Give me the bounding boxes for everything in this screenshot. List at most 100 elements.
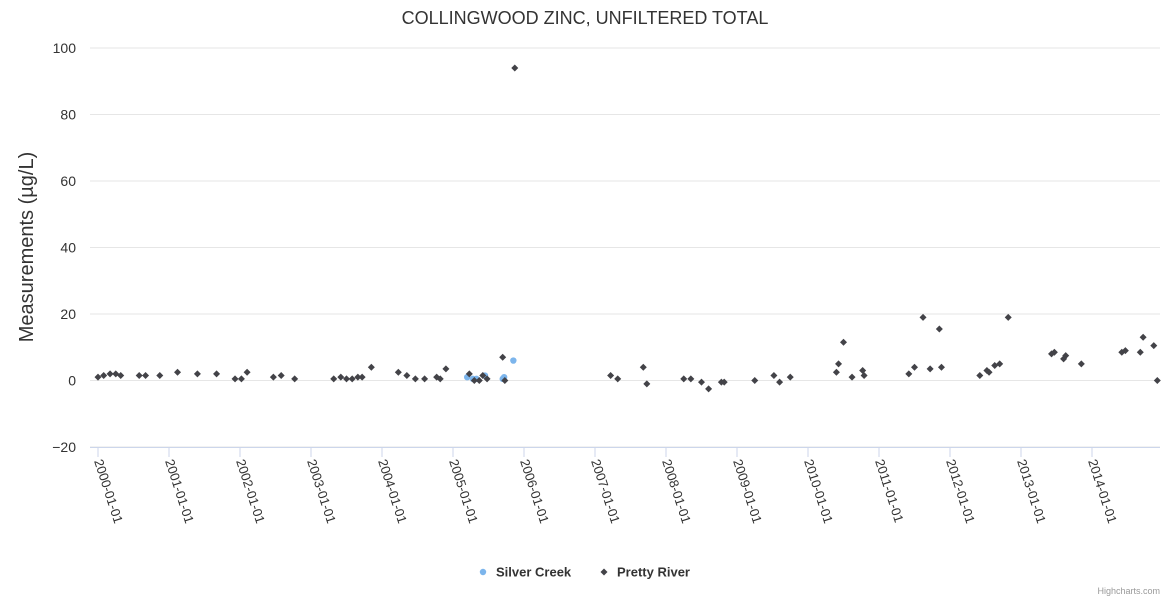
data-point[interactable] bbox=[510, 357, 517, 364]
x-tick-label: 2008-01-01 bbox=[659, 457, 694, 525]
data-point[interactable] bbox=[135, 372, 143, 380]
data-point[interactable] bbox=[680, 375, 688, 383]
y-tick-label: 80 bbox=[60, 107, 76, 123]
data-point[interactable] bbox=[174, 368, 182, 376]
x-tick-label: 2002-01-01 bbox=[233, 457, 268, 525]
data-point[interactable] bbox=[213, 370, 221, 378]
data-point[interactable] bbox=[501, 377, 509, 384]
data-point[interactable] bbox=[277, 372, 285, 380]
data-point[interactable] bbox=[614, 375, 622, 383]
data-point[interactable] bbox=[465, 370, 473, 378]
data-point[interactable] bbox=[860, 372, 868, 380]
data-point[interactable] bbox=[751, 377, 759, 384]
y-tick-label: 100 bbox=[53, 40, 77, 56]
data-point[interactable] bbox=[421, 375, 429, 383]
y-axis: 100 80 60 40 20 0 −20 bbox=[52, 40, 76, 455]
x-tick-label: 2001-01-01 bbox=[162, 457, 197, 525]
data-point[interactable] bbox=[337, 373, 345, 381]
data-point[interactable] bbox=[411, 375, 419, 383]
data-point[interactable] bbox=[919, 313, 927, 321]
credits-text[interactable]: Highcharts.com bbox=[1097, 586, 1160, 596]
data-point[interactable] bbox=[996, 360, 1004, 368]
data-point[interactable] bbox=[1062, 352, 1070, 360]
data-point[interactable] bbox=[358, 373, 366, 381]
data-point[interactable] bbox=[1136, 348, 1144, 356]
data-point[interactable] bbox=[705, 385, 713, 393]
x-tick-label: 2009-01-01 bbox=[730, 457, 765, 525]
data-point[interactable] bbox=[937, 363, 945, 371]
data-point[interactable] bbox=[905, 370, 913, 378]
data-point[interactable] bbox=[643, 380, 651, 388]
x-tick-label: 2005-01-01 bbox=[446, 457, 481, 525]
data-point[interactable] bbox=[985, 368, 993, 376]
data-point[interactable] bbox=[354, 373, 362, 381]
grid-lines bbox=[90, 47, 1160, 448]
data-point[interactable] bbox=[231, 375, 239, 383]
legend-item-pretty-river[interactable]: Pretty River bbox=[600, 565, 690, 580]
data-point[interactable] bbox=[475, 377, 483, 384]
data-point[interactable] bbox=[1050, 348, 1058, 356]
y-tick-label: 40 bbox=[60, 240, 76, 256]
legend-label: Pretty River bbox=[617, 565, 690, 580]
data-point[interactable] bbox=[976, 372, 984, 380]
data-point[interactable] bbox=[840, 338, 847, 346]
data-point[interactable] bbox=[403, 372, 411, 380]
data-point[interactable] bbox=[394, 368, 402, 376]
data-point[interactable] bbox=[832, 368, 840, 376]
data-point[interactable] bbox=[926, 365, 934, 373]
data-point[interactable] bbox=[776, 378, 784, 386]
data-point[interactable] bbox=[859, 367, 867, 375]
x-axis: 2000-01-01 2001-01-01 2002-01-01 2003-01-01… bbox=[90, 447, 1160, 525]
data-point[interactable] bbox=[770, 372, 778, 380]
x-tick-label: 2012-01-01 bbox=[943, 457, 978, 525]
x-tick-label: 2006-01-01 bbox=[517, 457, 552, 525]
x-tick-label: 2003-01-01 bbox=[304, 457, 339, 525]
data-point[interactable] bbox=[720, 378, 728, 386]
data-point[interactable] bbox=[935, 325, 943, 333]
data-point[interactable] bbox=[698, 378, 705, 386]
data-point[interactable] bbox=[639, 363, 647, 371]
data-point[interactable] bbox=[479, 372, 487, 380]
data-point[interactable] bbox=[483, 375, 491, 383]
data-point[interactable] bbox=[142, 372, 150, 380]
data-point[interactable] bbox=[348, 375, 356, 383]
y-tick-label: 60 bbox=[60, 173, 76, 189]
data-point[interactable] bbox=[291, 375, 299, 383]
data-point[interactable] bbox=[269, 373, 277, 381]
data-point[interactable] bbox=[499, 353, 507, 361]
data-point[interactable] bbox=[106, 370, 114, 378]
data-point[interactable] bbox=[367, 363, 375, 371]
data-point[interactable] bbox=[237, 375, 245, 383]
data-point[interactable] bbox=[687, 375, 695, 383]
data-point[interactable] bbox=[1077, 360, 1085, 368]
data-point[interactable] bbox=[117, 372, 125, 380]
x-tick-label: 2010-01-01 bbox=[801, 457, 836, 525]
data-point[interactable] bbox=[911, 363, 918, 371]
data-point[interactable] bbox=[193, 370, 201, 378]
legend-label: Silver Creek bbox=[496, 565, 572, 580]
data-point[interactable] bbox=[1139, 333, 1147, 341]
series-silver-creek bbox=[464, 357, 517, 383]
data-point[interactable] bbox=[436, 375, 444, 383]
data-point[interactable] bbox=[1004, 313, 1012, 321]
data-point[interactable] bbox=[442, 365, 450, 373]
data-point[interactable] bbox=[848, 373, 856, 381]
data-point[interactable] bbox=[1150, 342, 1158, 350]
data-point[interactable] bbox=[1153, 377, 1161, 384]
data-point[interactable] bbox=[470, 377, 478, 384]
data-point[interactable] bbox=[330, 375, 338, 383]
data-point[interactable] bbox=[1121, 347, 1129, 355]
data-point[interactable] bbox=[835, 360, 843, 368]
chart-title: COLLINGWOOD ZINC, UNFILTERED TOTAL bbox=[402, 8, 769, 28]
data-point[interactable] bbox=[100, 372, 108, 380]
data-point[interactable] bbox=[243, 368, 251, 376]
data-point[interactable] bbox=[786, 373, 794, 381]
data-point[interactable] bbox=[343, 375, 350, 383]
data-point[interactable] bbox=[156, 372, 164, 380]
legend-item-silver-creek[interactable]: Silver Creek bbox=[479, 565, 572, 580]
data-point[interactable] bbox=[94, 373, 102, 381]
data-point[interactable] bbox=[607, 372, 615, 380]
data-point[interactable] bbox=[511, 64, 519, 72]
